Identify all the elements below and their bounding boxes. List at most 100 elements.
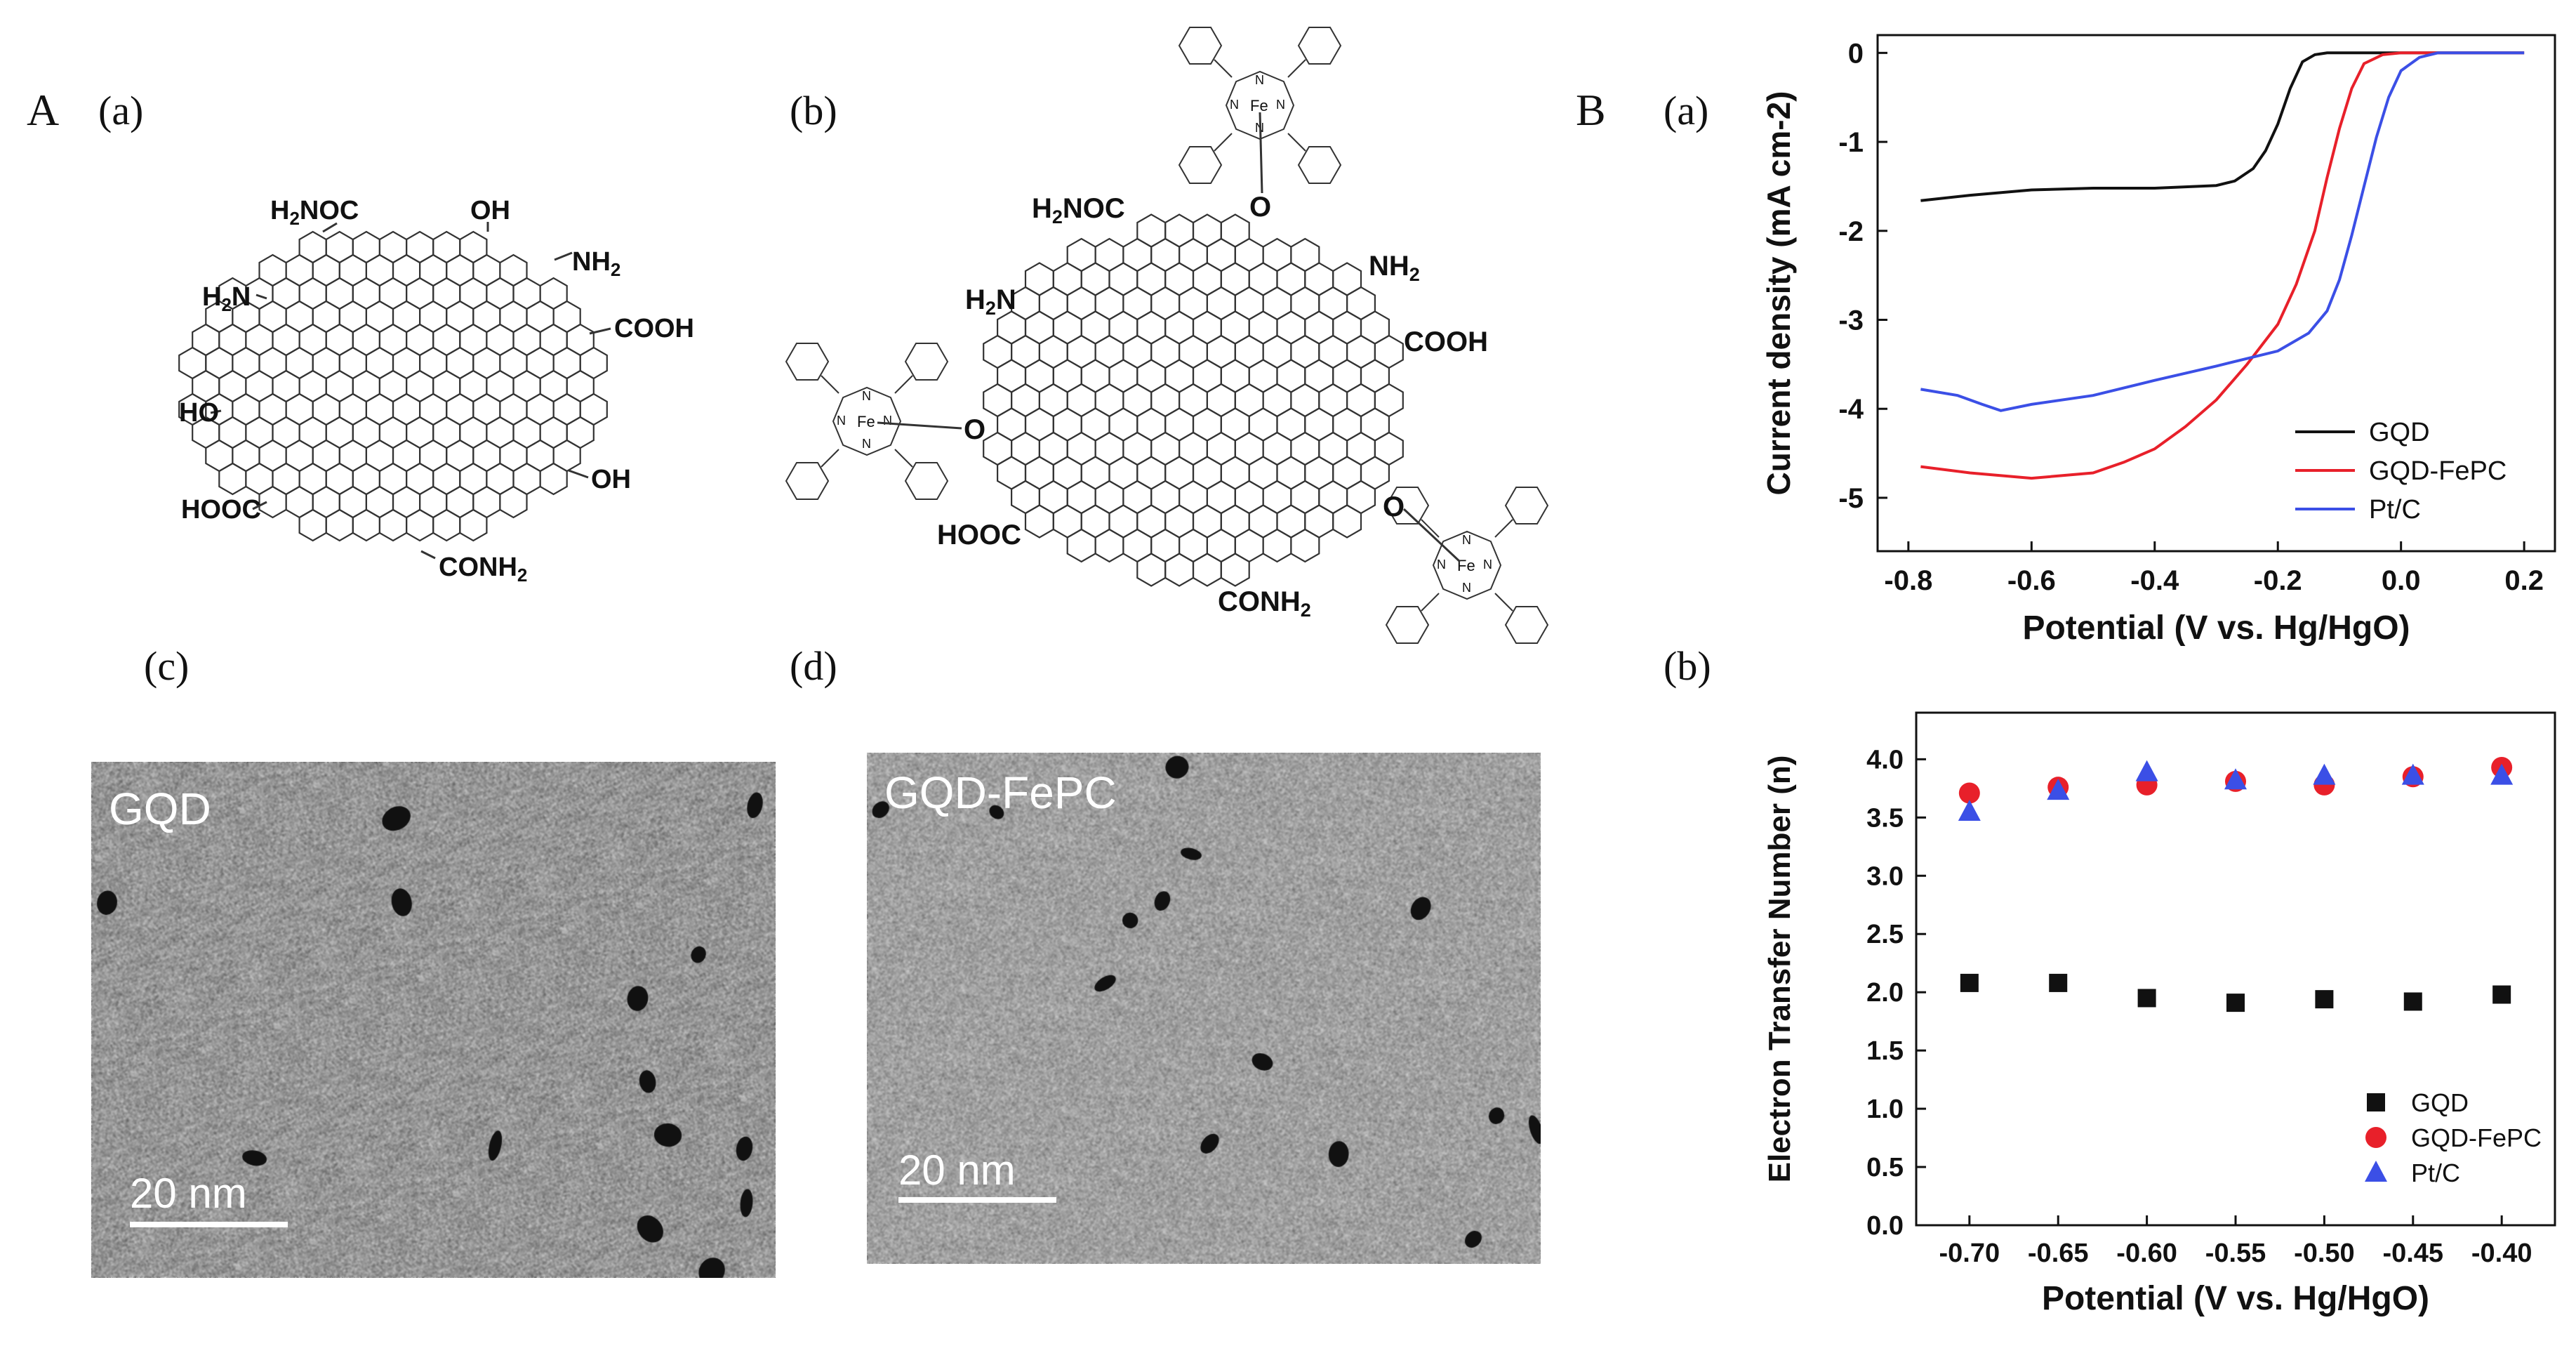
point-Pt/C: [2047, 779, 2070, 800]
series-line-GQD-FePC: [1920, 51, 2525, 480]
macrocycle: [1432, 530, 1502, 600]
n-label: N: [862, 437, 871, 451]
point-GQD-FePC: [1958, 782, 1980, 804]
panel-label-A: A: [27, 85, 60, 135]
bond: [255, 293, 267, 300]
tem-label: GQD: [109, 784, 211, 834]
x-tick-label: -0.60: [2116, 1239, 2177, 1268]
point-GQD: [2226, 994, 2245, 1012]
y-tick-label: -1: [1838, 127, 1864, 158]
hexagon-ring: [459, 508, 488, 542]
macrocycle: [832, 386, 902, 456]
hexagon-ring: [1262, 528, 1292, 563]
y-tick-label: 0.5: [1866, 1153, 1904, 1182]
x-tick-label: 0.2: [2504, 565, 2544, 596]
legend-label: Pt/C: [2369, 495, 2421, 524]
hexagon-ring: [298, 508, 327, 542]
group-nh2: NH2: [1369, 251, 1420, 285]
benzene-ring: [1297, 146, 1342, 184]
bond: [554, 251, 573, 261]
x-tick-label: -0.65: [2028, 1239, 2089, 1268]
sub-label-Ba: (a): [1664, 88, 1709, 133]
benzene-ring: [1178, 27, 1223, 65]
benzene-ring: [904, 462, 949, 500]
fe-o-bond: [1402, 508, 1461, 563]
point-GQD: [2492, 985, 2511, 1004]
point-GQD: [1960, 973, 1979, 992]
benzene-ring: [1385, 606, 1430, 644]
hexagon-ring: [352, 508, 380, 542]
legend-label: GQD-FePC: [2369, 456, 2507, 486]
point-GQD: [2403, 992, 2422, 1011]
sub-label-c: (c): [144, 643, 190, 689]
fe-label: Fe: [1457, 557, 1475, 574]
x-tick-label: 0.0: [2382, 565, 2421, 596]
hexagon-ring: [1136, 553, 1167, 587]
bond: [894, 449, 913, 468]
group-cooh: COOH: [614, 314, 694, 343]
gqd-fepc-structure-diagram: FeNNNNFeNNNNFeNNNN H2NOC NH2 H2N COOH HO…: [785, 27, 1549, 644]
bond: [252, 501, 267, 510]
hexagon-ring: [1024, 504, 1054, 539]
bond: [589, 327, 611, 335]
y-tick-label: 4.0: [1866, 745, 1904, 774]
gqd-structure-diagram: H2NOC OH NH2 H2N COOH HO OH HOOC CONH2: [178, 196, 694, 586]
n-label: N: [1255, 73, 1264, 87]
point-Pt/C: [2401, 763, 2424, 785]
n-label: N: [1230, 98, 1239, 112]
point-GQD: [2049, 973, 2068, 992]
bond: [1287, 59, 1306, 78]
bond: [210, 409, 222, 414]
group-h2n: H2N: [965, 284, 1016, 319]
plot-frame: [1876, 34, 2556, 553]
electron-transfer-chart: -0.70 -0.65 -0.60 -0.55 -0.50 -0.45 -0.40 0.0 0.…: [1762, 711, 2556, 1317]
legend-marker: [2365, 1127, 2386, 1148]
y-tick-label: 1.5: [1866, 1036, 1904, 1066]
hexagon-ring: [325, 508, 354, 542]
benzene-ring: [1178, 146, 1223, 184]
hexagon-ring: [432, 508, 461, 542]
x-tick-label: -0.55: [2205, 1239, 2266, 1268]
n-label: N: [1276, 98, 1285, 112]
bond: [322, 222, 338, 233]
n-label: N: [1483, 557, 1492, 572]
y-axis-label: Current density (mA cm-2): [1760, 91, 1797, 496]
point-Pt/C: [2135, 760, 2158, 781]
y-axis-label: Electron Transfer Number (n): [1762, 756, 1797, 1183]
legend-label: GQD-FePC: [2411, 1123, 2542, 1152]
point-GQD: [2315, 990, 2334, 1009]
group-nh2: NH2: [572, 247, 620, 280]
point-Pt/C: [1958, 800, 1981, 822]
hexagon-ring: [378, 508, 408, 542]
fe-o-bond: [877, 421, 962, 430]
tem-micrograph: [867, 753, 1541, 1264]
group-oh-top: OH: [470, 196, 510, 225]
scale-bar: [130, 1222, 288, 1227]
fe-label: Fe: [1250, 97, 1268, 114]
series-line-GQD: [1920, 51, 2525, 202]
hexagon-ring: [1164, 553, 1195, 587]
fe-label: Fe: [857, 413, 875, 430]
bond: [821, 449, 839, 468]
y-tick-label: 0: [1848, 38, 1864, 69]
structure-gqd-fepc: FeNNNNFeNNNNFeNNNN H2NOC NH2 H2N COOH HO…: [758, 0, 1600, 653]
linker-o-right: O: [1383, 491, 1405, 522]
hexagon-ring: [258, 485, 287, 519]
benzene-ring: [1385, 487, 1430, 524]
x-tick-label: -0.4: [2130, 565, 2179, 596]
fe-o-bond: [1259, 112, 1263, 194]
bond: [1214, 133, 1233, 152]
n-label: N: [1462, 581, 1471, 595]
scale-bar-label: 20 nm: [130, 1170, 247, 1217]
sub-label-a: (a): [98, 88, 144, 133]
x-tick-label: -0.6: [2007, 565, 2056, 596]
structure-gqd: H2NOC OH NH2 H2N COOH HO OH HOOC CONH2: [119, 147, 751, 604]
x-tick-label: -0.50: [2294, 1239, 2355, 1268]
bond: [1287, 133, 1306, 152]
x-tick-label: -0.40: [2471, 1239, 2532, 1268]
scale-bar: [898, 1197, 1056, 1203]
tem-image-gqd-fepc: GQD-FePC 20 nm: [867, 753, 1541, 1264]
linker-o-top: O: [1249, 192, 1271, 223]
hexagon-ring: [406, 508, 434, 542]
